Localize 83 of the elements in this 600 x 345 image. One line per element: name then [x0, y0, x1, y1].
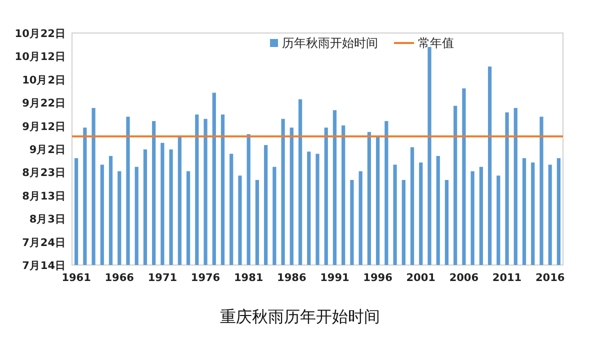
bar	[195, 114, 199, 265]
bar	[152, 121, 156, 265]
bar	[342, 125, 346, 265]
text: 7月14日	[22, 260, 66, 272]
bar	[470, 171, 474, 265]
bar	[100, 164, 104, 265]
bar	[531, 162, 535, 265]
legend-label: 历年秋雨开始时间	[282, 36, 378, 50]
bar	[393, 164, 397, 265]
bar	[402, 180, 406, 265]
bar	[204, 118, 208, 265]
bar	[316, 154, 320, 265]
text: 9月12日	[22, 120, 66, 133]
bar	[384, 121, 388, 265]
bar	[428, 46, 432, 265]
bar	[488, 66, 492, 265]
bar	[307, 152, 311, 265]
x-tick-label: 1981	[234, 272, 264, 284]
bar	[92, 108, 96, 265]
bar	[186, 171, 190, 265]
bar	[376, 136, 380, 265]
bar	[108, 156, 113, 265]
text: 10月12日	[14, 51, 66, 64]
bar	[367, 132, 371, 265]
text: 9月22日	[22, 98, 66, 110]
bar	[160, 142, 164, 265]
x-tick-label: 1991	[320, 272, 350, 284]
x-tick-label: 1966	[104, 272, 134, 284]
bar	[83, 128, 87, 265]
bar	[324, 128, 328, 265]
text: 重庆秋雨历年开始时间	[220, 307, 380, 326]
bar	[548, 164, 552, 265]
text: 8月13日	[22, 190, 66, 202]
x-tick-label: 2006	[449, 272, 479, 284]
bar	[118, 171, 122, 265]
bar	[290, 128, 294, 265]
bar	[298, 99, 302, 265]
bar	[350, 180, 354, 265]
x-tick-label: 1986	[277, 272, 306, 284]
bar	[556, 158, 560, 265]
text: 8月23日	[22, 167, 66, 180]
x-tick-label: 2016	[535, 272, 565, 284]
bar	[332, 110, 337, 265]
bar	[246, 134, 250, 265]
bar	[358, 171, 362, 265]
bar	[212, 92, 216, 265]
bar	[169, 149, 173, 265]
bar	[514, 108, 518, 265]
bar	[462, 88, 466, 265]
x-tick-label: 2001	[406, 272, 436, 284]
bar	[74, 158, 78, 265]
bar	[238, 176, 242, 265]
bar	[272, 166, 276, 265]
text: 10月22日	[14, 28, 66, 40]
bar	[264, 145, 268, 265]
bar	[281, 118, 285, 265]
bar	[436, 156, 440, 265]
text: 7月24日	[22, 236, 66, 249]
text: 8月3日	[29, 214, 66, 226]
bar	[496, 176, 500, 265]
legend-label: 常年值	[418, 36, 454, 50]
bar	[126, 116, 130, 265]
bar	[220, 114, 225, 265]
x-tick-label: 1971	[148, 272, 178, 284]
x-tick-label: 1996	[363, 272, 392, 284]
text: 10月2日	[22, 74, 66, 86]
bar	[178, 136, 182, 265]
bar	[255, 180, 260, 265]
bar	[410, 147, 414, 265]
bar	[505, 112, 509, 265]
text: 9月2日	[29, 144, 66, 156]
bar	[134, 166, 138, 265]
x-tick-label: 2011	[492, 272, 522, 284]
bar	[479, 166, 483, 265]
bar	[143, 149, 148, 265]
bar	[522, 158, 526, 265]
bar	[454, 106, 458, 265]
x-tick-label: 1961	[62, 272, 91, 284]
bar	[419, 162, 423, 265]
bar	[540, 116, 544, 265]
bar	[444, 180, 449, 265]
x-tick-label: 1976	[190, 272, 220, 284]
bar	[230, 154, 234, 265]
